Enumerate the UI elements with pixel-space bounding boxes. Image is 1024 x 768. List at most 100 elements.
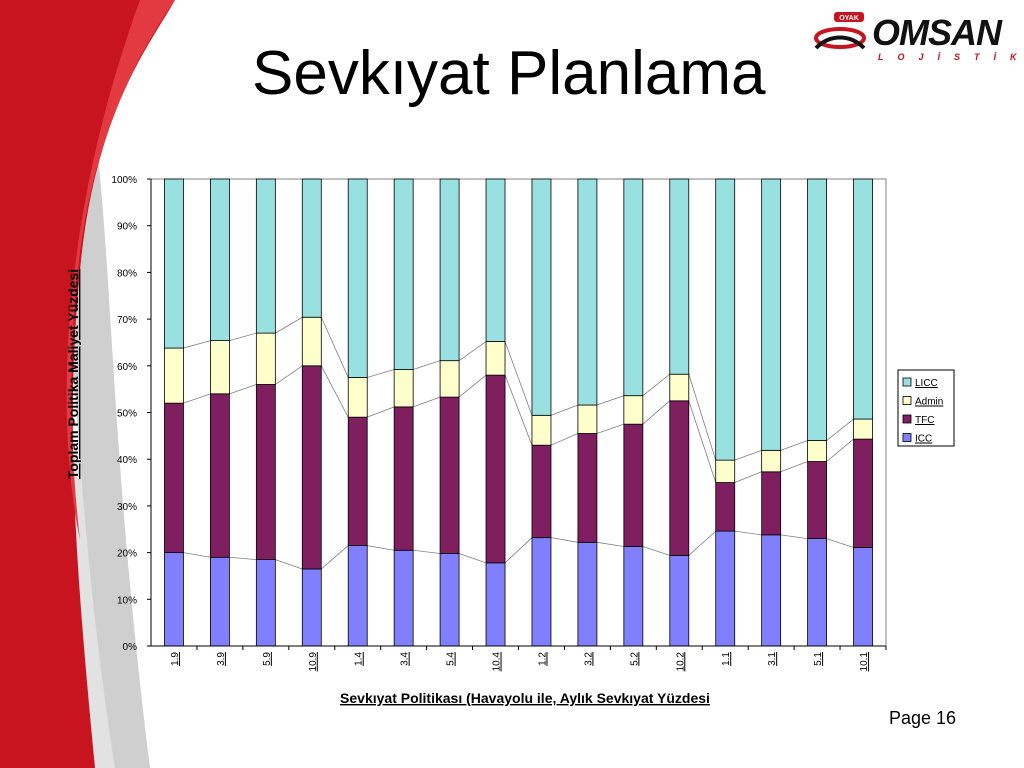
series-line-admin bbox=[550, 404, 579, 416]
bar-segment-licc bbox=[393, 178, 414, 370]
bar-segment-admin bbox=[761, 449, 782, 473]
legend-swatch-admin bbox=[902, 396, 912, 405]
series-line-icc bbox=[550, 537, 578, 543]
bar-segment-tfc bbox=[485, 374, 506, 564]
series-line-tfc bbox=[229, 384, 257, 395]
bar-segment-licc bbox=[255, 178, 276, 334]
x-tick-label: 10.1 bbox=[859, 652, 870, 672]
series-line-tfc bbox=[780, 461, 808, 473]
series-line-tfc bbox=[413, 396, 441, 408]
legend-label-icc: ICC bbox=[915, 434, 932, 445]
x-tick-label: 3.4 bbox=[400, 652, 411, 666]
series-line-icc bbox=[367, 545, 395, 551]
x-tick-label: 5.9 bbox=[262, 652, 273, 666]
bar-segment-admin bbox=[485, 341, 506, 376]
bar-segment-tfc bbox=[393, 406, 414, 551]
bar-segment-tfc bbox=[164, 402, 184, 554]
y-axis: 0% 10% 20% 30% 40% 50% 60% 70% 80% 90% 100% bbox=[111, 175, 152, 653]
bar-segment-licc bbox=[807, 178, 827, 441]
series-line-tfc bbox=[275, 365, 303, 385]
bar-segment-licc bbox=[485, 178, 506, 342]
series-line-admin bbox=[229, 332, 257, 341]
series-line-tfc bbox=[320, 365, 349, 418]
series-line-admin bbox=[780, 440, 808, 451]
gray-swoosh-shape-light bbox=[20, 0, 150, 768]
x-tick-label: 10.4 bbox=[492, 652, 503, 672]
bar-segment-icc bbox=[807, 538, 827, 647]
series-line-admin bbox=[320, 317, 349, 378]
series-line-tfc bbox=[826, 438, 854, 462]
logo-subtitle-text: LOJİSTİK bbox=[878, 52, 1024, 62]
bar-segment-licc bbox=[715, 178, 736, 461]
series-line-admin bbox=[826, 418, 854, 441]
bar-segment-icc bbox=[210, 556, 230, 647]
legend-label-admin: Admin bbox=[915, 397, 943, 408]
y-tick-label: 100% bbox=[111, 175, 137, 186]
bar-segment-tfc bbox=[439, 396, 460, 554]
x-axis-label: Sevkıyat Politikası (Havayolu ile, Aylık… bbox=[340, 690, 710, 706]
series-line-icc bbox=[642, 546, 670, 556]
bar-segment-admin bbox=[623, 395, 644, 425]
series-line-icc bbox=[321, 545, 349, 570]
y-tick-label: 10% bbox=[117, 595, 137, 606]
bar-segment-licc bbox=[761, 178, 782, 451]
bar-segment-admin bbox=[255, 332, 276, 385]
bar-segment-icc bbox=[853, 547, 873, 647]
y-tick-label: 0% bbox=[123, 642, 138, 653]
bar-segment-licc bbox=[210, 178, 230, 341]
bar-segment-tfc bbox=[623, 423, 644, 547]
logo-badge-text: OYAK bbox=[839, 15, 859, 22]
series-line-icc bbox=[734, 530, 762, 536]
bar-segment-tfc bbox=[807, 461, 827, 539]
bar-segment-tfc bbox=[577, 433, 598, 543]
bar-segment-tfc bbox=[347, 416, 368, 546]
series-line-icc bbox=[458, 553, 487, 564]
bar-segment-admin bbox=[531, 414, 552, 446]
bar-segment-admin bbox=[164, 347, 184, 404]
x-tick-label: 10.2 bbox=[675, 652, 686, 672]
bar-segment-admin bbox=[853, 418, 873, 440]
bar-segment-admin bbox=[301, 316, 322, 367]
y-tick-label: 80% bbox=[117, 268, 137, 279]
series-lines bbox=[183, 316, 854, 570]
y-tick-label: 40% bbox=[117, 455, 137, 466]
bar-segment-icc bbox=[347, 545, 368, 647]
series-line-tfc bbox=[458, 374, 487, 398]
bar-segment-licc bbox=[531, 178, 552, 416]
series-line-admin bbox=[642, 373, 671, 397]
bar-segment-tfc bbox=[853, 438, 873, 548]
bar-segment-tfc bbox=[715, 482, 736, 532]
x-tick-label: 3.9 bbox=[216, 652, 227, 666]
bar-segment-icc bbox=[301, 568, 322, 647]
bar-segment-icc bbox=[531, 537, 552, 647]
bar-segment-admin bbox=[577, 404, 598, 434]
omsan-emblem-icon: OYAK bbox=[814, 12, 866, 50]
slide-title: Sevkıyat Planlama bbox=[252, 39, 766, 108]
series-line-icc bbox=[688, 530, 716, 556]
x-tick-label: 1.1 bbox=[721, 652, 732, 666]
bar-segment-admin bbox=[669, 373, 690, 402]
x-tick-label: 10.9 bbox=[308, 652, 319, 672]
series-line-tfc bbox=[504, 374, 533, 446]
bar-segment-admin bbox=[807, 440, 827, 462]
series-line-icc bbox=[780, 534, 808, 539]
series-line-tfc bbox=[688, 400, 717, 483]
bar-segment-licc bbox=[623, 178, 644, 397]
chart-legend: LICC Admin TFC ICC bbox=[897, 369, 955, 447]
bar-segment-admin bbox=[347, 377, 368, 418]
series-line-admin bbox=[275, 316, 303, 334]
bar-segment-tfc bbox=[669, 400, 690, 556]
series-line-tfc bbox=[734, 471, 762, 483]
bar-segment-licc bbox=[669, 178, 690, 375]
bar-segment-admin bbox=[715, 459, 736, 483]
x-tick-label: 1.9 bbox=[170, 652, 181, 666]
x-tick-label: 5.2 bbox=[629, 652, 640, 666]
y-tick-label: 70% bbox=[117, 315, 137, 326]
series-line-admin bbox=[413, 360, 441, 370]
page-number: Page 16 bbox=[889, 708, 957, 728]
bar-segment-icc bbox=[255, 559, 276, 647]
bar-segment-icc bbox=[393, 549, 414, 647]
bar-segment-icc bbox=[761, 534, 782, 647]
